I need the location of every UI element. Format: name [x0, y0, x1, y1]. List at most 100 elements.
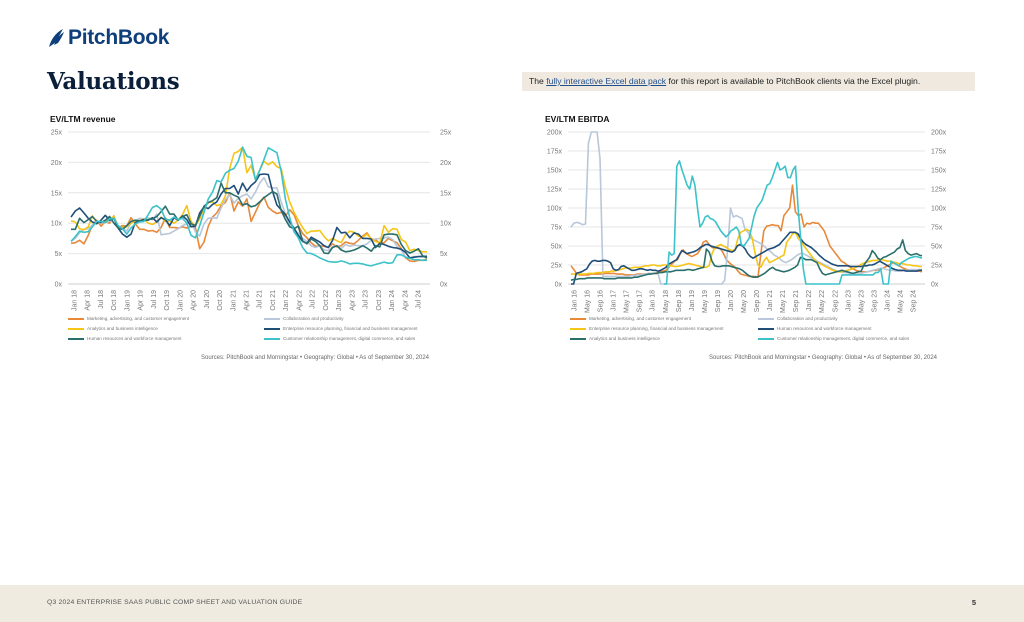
x-tick-label: Sep 24 [911, 290, 918, 312]
excel-data-pack-link[interactable]: fully interactive Excel data pack [546, 76, 667, 86]
pitchbook-logo: PitchBook [47, 26, 169, 50]
pitchbook-feather-icon [49, 29, 64, 47]
series-line-1 [570, 131, 922, 285]
y-tick-label-left: 0x [555, 282, 563, 289]
x-tick-label: Sep 17 [637, 290, 644, 312]
x-tick-label: Apr 19 [138, 290, 145, 311]
y-tick-label-left: 100x [547, 206, 563, 213]
x-tick-label: Apr 22 [296, 290, 303, 311]
y-tick-label-right: 75x [931, 225, 943, 232]
legend-label: Enterprise resource planning, financial … [283, 326, 418, 331]
x-tick-label: May 17 [624, 290, 631, 313]
y-tick-label-left: 175x [547, 149, 563, 156]
x-tick-label: Jan 22 [283, 290, 290, 311]
x-tick-label: Apr 24 [402, 290, 409, 311]
y-tick-label-right: 10x [440, 221, 452, 228]
x-tick-label: Jan 16 [572, 290, 579, 311]
y-tick-label-left: 125x [547, 187, 563, 194]
ev-ltm-ebitda-source: Sources: PitchBook and Morningstar • Geo… [709, 355, 937, 361]
series-line-4 [570, 239, 923, 281]
x-tick-label: Jul 22 [310, 290, 317, 309]
y-tick-label-right: 5x [440, 251, 448, 258]
legend-item: Analytics and business intelligence [570, 336, 660, 341]
x-tick-label: Jan 20 [728, 290, 735, 311]
x-tick-label: May 22 [819, 290, 826, 313]
y-tick-label-right: 0x [931, 282, 939, 289]
x-tick-label: May 18 [663, 290, 670, 313]
y-tick-label-left: 20x [51, 160, 63, 167]
y-tick-label-left: 25x [551, 263, 563, 270]
x-tick-label: Sep 22 [832, 290, 839, 312]
y-tick-label-right: 200x [931, 130, 947, 137]
legend-swatch [758, 327, 774, 330]
legend-label: Analytics and business intelligence [589, 336, 660, 341]
y-tick-label-left: 5x [55, 251, 63, 258]
series-line-3 [70, 173, 427, 259]
x-tick-label: Jan 21 [230, 290, 237, 311]
legend-swatch [264, 327, 280, 330]
x-tick-label: Oct 23 [376, 290, 383, 311]
y-tick-label-right: 50x [931, 244, 943, 251]
ev-ltm-revenue-source: Sources: PitchBook and Morningstar • Geo… [201, 355, 429, 361]
series-line-5 [70, 146, 427, 267]
x-tick-label: Sep 23 [871, 290, 878, 312]
x-tick-label: Jan 18 [72, 290, 79, 311]
y-tick-label-left: 200x [547, 130, 563, 137]
legend-item: Human resources and workforce management [758, 326, 871, 331]
legend-swatch [264, 317, 280, 320]
legend-swatch [68, 317, 84, 320]
x-tick-label: Apr 20 [191, 290, 198, 311]
x-tick-label: Oct 22 [323, 290, 330, 311]
legend-item: Analytics and business intelligence [68, 326, 158, 331]
x-tick-label: Sep 19 [715, 290, 722, 312]
legend-label: Marketing, advertising, and customer eng… [589, 316, 692, 321]
legend-item: Marketing, advertising, and customer eng… [68, 316, 189, 321]
legend-swatch [758, 337, 774, 340]
legend-swatch [68, 337, 84, 340]
series-line-4 [71, 182, 428, 259]
legend-item: Enterprise resource planning, financial … [264, 326, 418, 331]
y-tick-label-left: 25x [51, 130, 63, 137]
legend-swatch [758, 317, 774, 320]
x-tick-label: Oct 19 [164, 290, 171, 311]
legend-swatch [570, 327, 586, 330]
x-tick-label: Jan 19 [124, 290, 131, 311]
page-number: 5 [971, 598, 976, 607]
legend-item: Customer relationship management, digita… [758, 336, 909, 341]
x-tick-label: Sep 20 [754, 290, 761, 312]
legend-label: Enterprise resource planning, financial … [589, 326, 724, 331]
x-tick-label: May 21 [780, 290, 787, 313]
x-tick-label: Jul 19 [151, 290, 158, 309]
page-footer: Q3 2024 ENTERPRISE SAAS PUBLIC COMP SHEE… [0, 585, 1024, 622]
x-tick-label: Apr 21 [244, 290, 251, 311]
x-tick-label: Oct 20 [217, 290, 224, 311]
series-line-2 [70, 146, 427, 253]
legend-swatch [264, 337, 280, 340]
y-tick-label-right: 175x [931, 149, 947, 156]
x-tick-label: Apr 18 [85, 290, 92, 311]
legend-label: Collaboration and productivity [777, 316, 838, 321]
x-tick-label: Sep 21 [793, 290, 800, 312]
legend-swatch [570, 317, 586, 320]
legend-item: Enterprise resource planning, financial … [570, 326, 724, 331]
y-tick-label-left: 50x [551, 244, 563, 251]
chart-title-ev-ltm-ebitda: EV/LTM EBITDA [545, 114, 610, 124]
x-tick-label: May 19 [702, 290, 709, 313]
legend-label: Marketing, advertising, and customer eng… [87, 316, 190, 321]
legend-label: Collaboration and productivity [283, 316, 344, 321]
notice-suffix: for this report is available to PitchBoo… [666, 76, 921, 86]
notice-prefix: The [529, 76, 547, 86]
x-tick-label: Jul 24 [416, 290, 423, 309]
legend-label: Customer relationship management, digita… [283, 336, 416, 341]
x-tick-label: Sep 18 [676, 290, 683, 312]
x-tick-label: Jan 22 [806, 290, 813, 311]
x-tick-label: May 20 [741, 290, 748, 313]
report-title: Q3 2024 ENTERPRISE SAAS PUBLIC COMP SHEE… [47, 599, 303, 606]
excel-data-pack-notice: The fully interactive Excel data pack fo… [522, 72, 975, 91]
series-line-0 [570, 184, 923, 278]
x-tick-label: Jan 18 [650, 290, 657, 311]
x-tick-label: Jan 23 [336, 290, 343, 311]
x-tick-label: May 16 [585, 290, 592, 313]
